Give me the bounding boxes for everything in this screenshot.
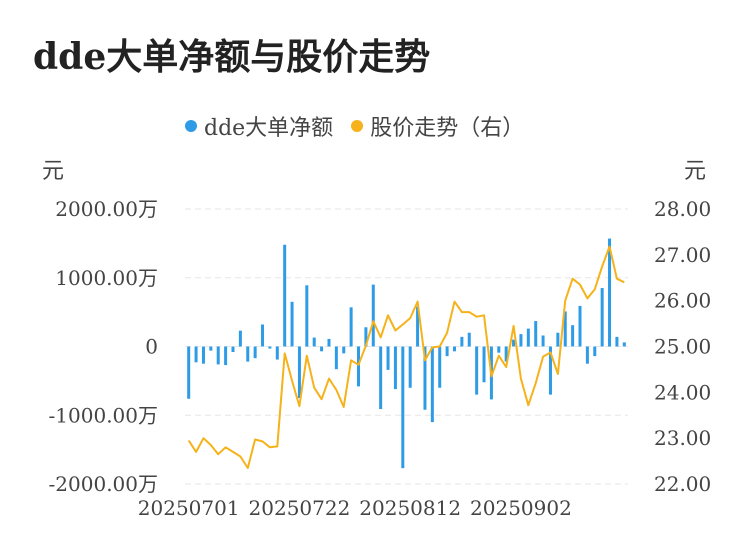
dde-bar[interactable] [349, 307, 353, 347]
left-tick-label: 2000.00万 [55, 197, 158, 221]
dde-bar[interactable] [504, 346, 508, 362]
legend-dot-price [351, 120, 364, 132]
right-tick-label: 27.00 [654, 243, 711, 267]
dde-bar[interactable] [423, 346, 427, 410]
dde-bar[interactable] [563, 311, 567, 347]
dde-bar[interactable] [608, 238, 612, 347]
dde-bar[interactable] [600, 288, 604, 347]
dde-bar[interactable] [224, 346, 228, 366]
dde-bar[interactable] [261, 324, 265, 347]
left-tick-label: -1000.00万 [49, 403, 158, 427]
x-tick-label: 20250902 [470, 496, 572, 520]
dde-bar[interactable] [371, 284, 375, 347]
dde-bar[interactable] [512, 339, 516, 347]
right-tick-label: 22.00 [654, 472, 711, 496]
dde-bar[interactable] [622, 342, 626, 347]
legend-item-price[interactable]: 股价走势（右） [351, 110, 524, 142]
dde-bar[interactable] [305, 285, 309, 347]
right-tick-label: 24.00 [654, 380, 711, 404]
right-axis-unit: 元 [684, 159, 706, 184]
dde-bar[interactable] [475, 346, 479, 395]
dde-bar[interactable] [408, 346, 412, 388]
dde-bar[interactable] [268, 346, 272, 349]
dde-bar[interactable] [445, 346, 449, 357]
dde-bar[interactable] [593, 346, 597, 357]
dde-bar[interactable] [209, 346, 213, 351]
dde-bar[interactable] [253, 346, 257, 359]
dde-bar[interactable] [357, 346, 361, 387]
dde-bar[interactable] [460, 336, 464, 347]
left-tick-label: 0 [145, 335, 158, 359]
dde-bar[interactable] [216, 346, 220, 365]
right-tick-label: 28.00 [654, 197, 711, 221]
legend-dot-dde [185, 120, 197, 132]
x-tick-label: 20250701 [138, 496, 240, 520]
chart-title: dde大单净额与股价走势 [33, 36, 431, 78]
dde-bar[interactable] [386, 346, 390, 370]
dde-bar[interactable] [548, 346, 552, 395]
dde-bar[interactable] [452, 346, 456, 352]
dde-bar[interactable] [519, 334, 523, 347]
dde-bar[interactable] [401, 346, 405, 469]
right-tick-label: 23.00 [654, 426, 711, 450]
dde-bar[interactable] [578, 305, 582, 347]
dde-bar[interactable] [556, 332, 560, 347]
dde-bar[interactable] [430, 346, 434, 423]
dde-bar[interactable] [497, 346, 501, 353]
legend: dde大单净额 股价走势（右） [185, 110, 542, 142]
dde-bar[interactable] [320, 346, 324, 352]
legend-label-price: 股价走势（右） [370, 116, 525, 141]
dde-bar[interactable] [379, 346, 383, 410]
dde-bar[interactable] [541, 335, 545, 347]
right-tick-label: 26.00 [654, 289, 711, 313]
dde-bar[interactable] [194, 346, 198, 363]
dde-bar[interactable] [416, 306, 420, 347]
right-tick-label: 25.00 [654, 335, 711, 359]
dde-bar[interactable] [534, 321, 538, 347]
x-tick-label: 20250722 [249, 496, 351, 520]
dde-bar[interactable] [571, 325, 575, 347]
dde-bar[interactable] [327, 338, 331, 347]
x-tick-label: 20250812 [359, 496, 461, 520]
dde-bar[interactable] [615, 336, 619, 347]
left-tick-label: -2000.00万 [49, 472, 158, 496]
legend-label-dde: dde大单净额 [204, 116, 334, 141]
dde-bar[interactable] [187, 346, 191, 399]
dde-bar[interactable] [283, 244, 287, 347]
dde-bar[interactable] [275, 346, 279, 360]
dde-bar[interactable] [312, 337, 316, 347]
dde-bar[interactable] [526, 328, 530, 347]
dde-bar[interactable] [231, 346, 235, 353]
dde-bar[interactable] [393, 346, 397, 390]
left-tick-label: 1000.00万 [55, 266, 158, 290]
dde-bar[interactable] [482, 346, 486, 383]
dde-bar[interactable] [467, 332, 471, 347]
dde-bar[interactable] [334, 346, 338, 370]
left-axis-unit: 元 [42, 159, 64, 184]
price-line[interactable] [187, 245, 625, 469]
dde-bar[interactable] [585, 346, 589, 364]
legend-item-dde[interactable]: dde大单净额 [185, 110, 333, 142]
dde-bar[interactable] [201, 346, 205, 364]
dde-bar[interactable] [290, 301, 294, 347]
dde-bar[interactable] [364, 327, 368, 347]
dde-bar[interactable] [342, 346, 346, 354]
dde-bar[interactable] [246, 346, 250, 362]
dde-bar[interactable] [438, 346, 442, 388]
dde-bar[interactable] [297, 346, 301, 399]
dde-bar[interactable] [238, 330, 242, 347]
